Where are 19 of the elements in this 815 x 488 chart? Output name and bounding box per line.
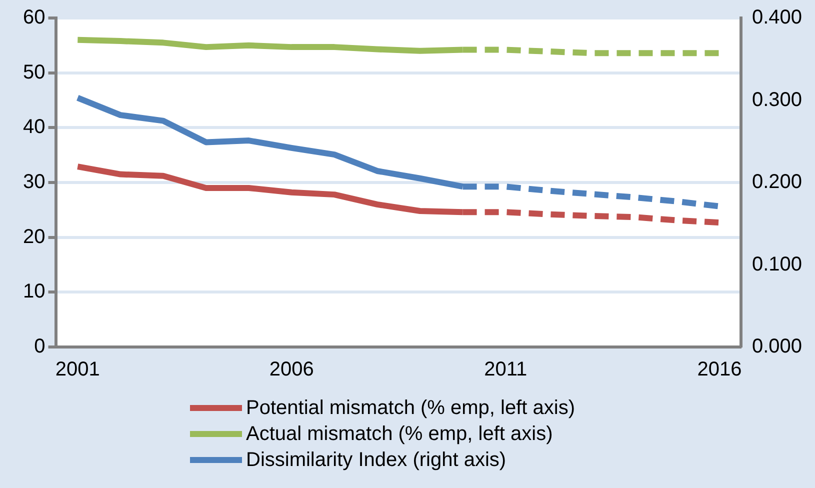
y-tick-label: 30 bbox=[22, 171, 46, 194]
y-tick-label: 0 bbox=[34, 336, 46, 358]
y2-tick-label: 0.200 bbox=[752, 171, 802, 194]
y2-tick-label: 0.400 bbox=[752, 6, 802, 29]
x-tick-label: 2006 bbox=[269, 358, 314, 381]
y-tick-label: 60 bbox=[22, 6, 46, 29]
x-tick-label: 2001 bbox=[55, 358, 100, 381]
y-tick-label: 50 bbox=[22, 61, 46, 84]
x-tick-label: 2011 bbox=[484, 358, 528, 381]
legend-label: Potential mismatch (% emp, left axis) bbox=[246, 396, 575, 420]
y2-tick-label: 0.100 bbox=[752, 253, 802, 276]
x-tick-label: 2016 bbox=[697, 358, 742, 381]
y2-tick-label: 0.300 bbox=[752, 88, 802, 111]
y2-tick-label: 0.000 bbox=[752, 336, 802, 358]
y-tick-label: 10 bbox=[22, 280, 46, 303]
y-tick-label: 40 bbox=[22, 116, 46, 138]
legend-label: Actual mismatch (% emp, left axis) bbox=[246, 422, 553, 446]
legend-label: Dissimilarity Index (right axis) bbox=[246, 448, 506, 472]
y-tick-label: 20 bbox=[22, 226, 46, 248]
